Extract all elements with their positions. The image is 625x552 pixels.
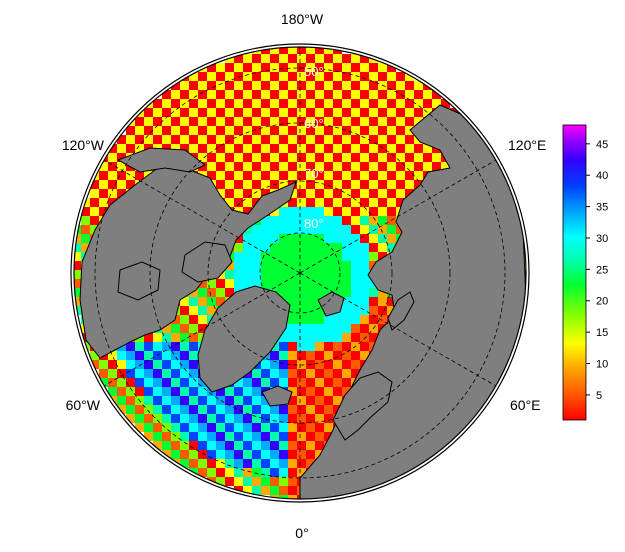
meridian-120w [103, 159, 301, 274]
map-frame-outer [70, 43, 530, 503]
alaska-landmass [116, 147, 206, 173]
lon-label-60e: 60°E [510, 397, 541, 413]
lon-label-120e: 120°E [508, 137, 546, 153]
meridian-60e [299, 272, 497, 387]
colorbar-tick-label: 10 [596, 359, 608, 371]
colorbar-gradient [562, 124, 587, 421]
lon-label-180w: 180°W [281, 11, 324, 27]
lon-label-60w: 60°W [66, 397, 101, 413]
land-masses [79, 104, 526, 499]
lat-label-80: 80° [304, 216, 324, 231]
graticule [94, 47, 506, 499]
latitude-labels: 50° 60° 70° 80° [304, 64, 324, 231]
lat-circle-80 [259, 232, 341, 314]
novaya-zemlya-island [387, 291, 415, 331]
colorbar-tick-label: 15 [596, 327, 608, 339]
lat-label-70: 70° [304, 166, 324, 181]
meridian-60w [103, 272, 301, 387]
colorbar-tick-label: 25 [596, 264, 608, 276]
meridian-120e [299, 159, 497, 274]
colorbar-tick-label: 35 [596, 202, 608, 214]
lat-circle-50 [94, 67, 506, 479]
greenland-landmass [197, 285, 291, 393]
lat-label-60: 60° [304, 116, 324, 131]
longitude-labels: 180°W 120°W 120°E 60°W 60°E 0° [62, 11, 546, 541]
scandinavia-landmass [332, 371, 393, 441]
lat-label-50: 50° [304, 64, 324, 79]
svalbard-island [317, 291, 345, 317]
map-disc [74, 47, 526, 499]
colorbar-tick-label: 30 [596, 233, 608, 245]
colorbar-tick-label: 5 [596, 390, 602, 402]
lat-circle-60 [149, 122, 451, 424]
arctic-archipelago [181, 241, 233, 283]
colorbar: 5 10 15 20 25 30 35 40 45 [562, 124, 608, 421]
colorbar-tick-label: 40 [596, 170, 608, 182]
colorbar-tick-label: 20 [596, 296, 608, 308]
map-frame-inner [73, 46, 527, 500]
iceland-island [261, 385, 293, 407]
colorbar-tick-label: 45 [596, 139, 608, 151]
lon-label-0: 0° [295, 525, 308, 541]
lon-label-120w: 120°W [62, 137, 105, 153]
colorbar-ticks: 5 10 15 20 25 30 35 40 45 [586, 139, 608, 402]
lat-circle-70 [207, 180, 393, 366]
